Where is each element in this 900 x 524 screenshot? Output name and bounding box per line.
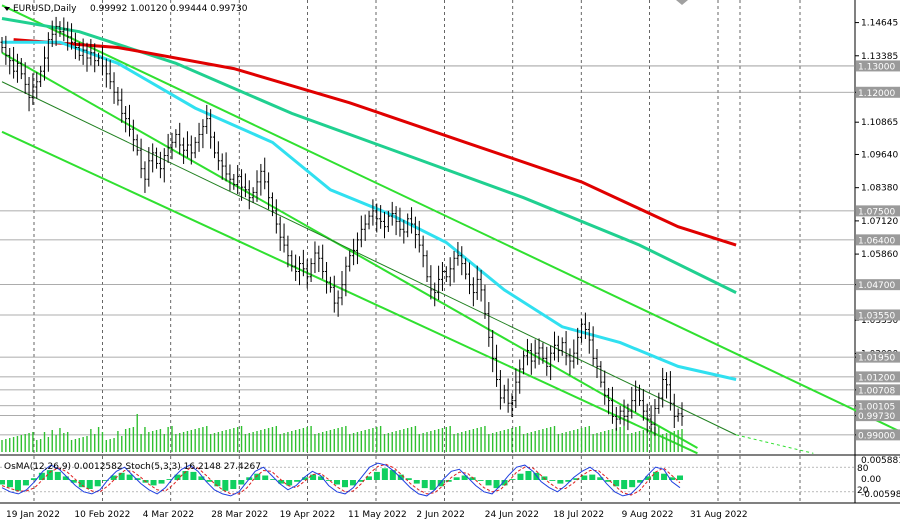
stoch-signal-line	[1, 463, 681, 496]
x-tick-label: 19 Apr 2022	[280, 510, 336, 520]
x-tick-label: 10 Feb 2022	[74, 510, 130, 520]
ema-red-line	[13, 38, 737, 247]
level-label-text: 1.00708	[858, 386, 895, 396]
stoch-main-line	[1, 462, 681, 497]
level-label-box	[856, 60, 900, 72]
level-label-text: 1.01950	[858, 354, 895, 364]
regression-line	[1, 81, 737, 436]
price-tick-label: 1.03350	[861, 316, 898, 326]
level-label-box	[856, 410, 900, 422]
level-label-text: 1.07500	[858, 207, 895, 217]
time-axis: 19 Jan 2022 10 Feb 2022 4 Mar 2022 28 Mar 2…	[6, 510, 748, 520]
dropdown-icon[interactable]	[4, 7, 10, 11]
price-tick-label: 1.08380	[861, 184, 898, 194]
level-label-box	[856, 234, 900, 246]
level-label-text: 1.13000	[858, 62, 895, 72]
osc-tick-label: 0.0058815	[861, 456, 900, 466]
x-tick-label: 18 Jul 2022	[553, 510, 604, 520]
oscillator-header: OsMA(12,26,9) 0.0012582 Stoch(5,3,3) 16.…	[4, 462, 261, 472]
level-label-text: 1.01200	[858, 373, 895, 383]
level-label-text: 1.03550	[858, 311, 895, 321]
chart-ohlc-values: 0.99992 1.00120 0.99444 0.99730	[90, 4, 248, 14]
level-label-text: 1.12000	[858, 89, 895, 99]
level-label-box	[856, 384, 900, 396]
x-tick-label: 4 Mar 2022	[143, 510, 194, 520]
x-tick-label: 24 Jun 2022	[485, 510, 539, 520]
regression-extension	[735, 434, 814, 454]
volume-bars	[1, 414, 683, 452]
chart-symbol: EURUSD,Daily	[13, 4, 77, 14]
x-tick-label: 9 Aug 2022	[622, 510, 674, 520]
x-tick-label: 19 Jan 2022	[6, 510, 60, 520]
level-labels: 1.13000 1.12000 1.07500 1.06400 1.04700 1.035…	[856, 60, 900, 441]
stoch-tick-label: 20	[857, 486, 869, 496]
stoch-tick-label: 80	[857, 464, 869, 474]
price-tick-label: 1.07120	[861, 217, 898, 227]
x-tick-label: 28 Mar 2022	[211, 510, 268, 520]
x-tick-label: 31 Aug 2022	[690, 510, 748, 520]
price-tick-label: 1.05860	[861, 250, 898, 260]
level-label-box	[856, 429, 900, 441]
level-label-text: 1.00105	[858, 402, 895, 412]
price-tick-label: 1.13385	[861, 52, 898, 62]
level-label-box	[856, 309, 900, 321]
level-label-text: 1.06400	[858, 236, 895, 246]
price-tick-label: 1.14645	[861, 19, 898, 29]
oscillator-pane	[0, 462, 855, 497]
x-tick-label: 2 Jun 2022	[416, 510, 464, 520]
oscillator-axis: 0.0058815 0.00 -0.005985 80 20	[857, 456, 900, 500]
level-label-box	[856, 279, 900, 291]
level-label-text: 1.04700	[858, 281, 895, 291]
level-label-text: 0.99000	[858, 431, 895, 441]
channel-line	[1, 4, 900, 433]
level-label-box	[856, 371, 900, 383]
ema-green-line	[1, 17, 737, 294]
osc-tick-label: -0.005985	[861, 490, 900, 500]
price-tick-label: 1.09640	[861, 150, 898, 160]
level-label-box	[856, 400, 900, 412]
scroll-marker-icon	[676, 0, 688, 5]
x-tick-label: 11 May 2022	[348, 510, 407, 520]
osc-tick-label: 0.00	[861, 475, 881, 485]
level-label-box	[856, 351, 900, 363]
price-bars	[0, 16, 684, 436]
price-tick-label: 1.10865	[861, 118, 898, 128]
level-label-box	[856, 205, 900, 217]
level-label-box	[856, 86, 900, 98]
level-label-text: 0.99730	[858, 412, 895, 422]
channel-line	[1, 130, 698, 455]
